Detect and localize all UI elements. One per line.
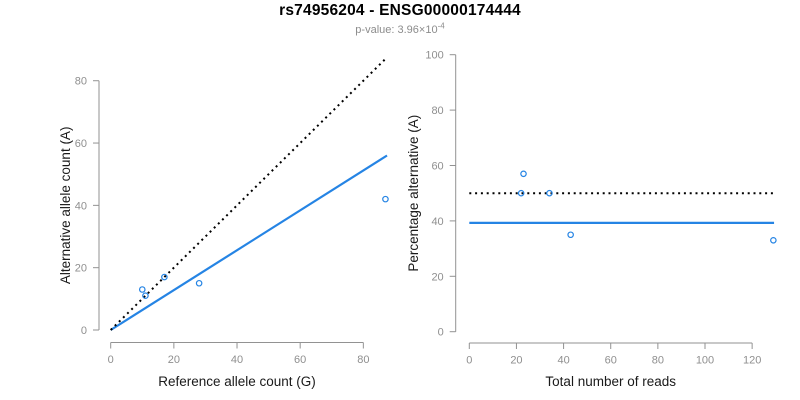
x-axis-title: Total number of reads [545, 374, 676, 389]
data-point [142, 292, 149, 300]
x-tick-label: 100 [696, 355, 714, 367]
y-tick-label: 80 [75, 76, 87, 88]
data-point [138, 286, 146, 293]
y-tick-label: 80 [431, 105, 443, 117]
y-axis-title: Alternative allele count (A) [58, 127, 73, 285]
identity-line [109, 56, 388, 331]
y-tick-label: 0 [81, 325, 87, 337]
percentage-alternative-plot: 0 20 40 60 80 100 0 20 40 60 80 100 120 Total number … [406, 50, 777, 389]
allele-counts-plot: 0 20 40 60 80 0 20 40 60 80 Reference allele count… [58, 56, 389, 389]
data-point [517, 189, 525, 197]
x-tick-label: 120 [743, 355, 761, 367]
x-tick-label: 80 [652, 355, 664, 367]
x-tick-label: 60 [294, 354, 306, 366]
y-tick-label: 60 [431, 161, 443, 173]
y-tick-label: 40 [75, 200, 87, 212]
y-axis-title: Percentage alternative (A) [406, 115, 421, 272]
x-tick-label: 0 [466, 355, 472, 367]
y-tick-label: 20 [75, 263, 87, 275]
data-point [382, 195, 389, 203]
x-tick-label: 40 [557, 355, 569, 367]
data-point [546, 189, 553, 197]
data-point [770, 236, 777, 244]
x-tick-label: 0 [108, 354, 114, 366]
data-point [520, 170, 527, 178]
data-point [567, 231, 574, 239]
x-tick-label: 60 [605, 355, 617, 367]
x-tick-label: 20 [168, 354, 180, 366]
y-tick-label: 20 [431, 271, 443, 283]
y-tick-label: 0 [438, 327, 444, 339]
x-tick-label: 80 [357, 354, 369, 366]
fitted-ratio-line [110, 154, 388, 331]
x-tick-label: 40 [231, 354, 243, 366]
x-axis-title: Reference allele count (G) [158, 374, 316, 389]
x-tick-label: 20 [510, 355, 522, 367]
data-point [195, 279, 203, 287]
y-tick-label: 100 [425, 50, 443, 62]
y-tick-label: 60 [75, 138, 87, 150]
data-point [161, 273, 168, 281]
y-tick-label: 40 [431, 216, 443, 228]
